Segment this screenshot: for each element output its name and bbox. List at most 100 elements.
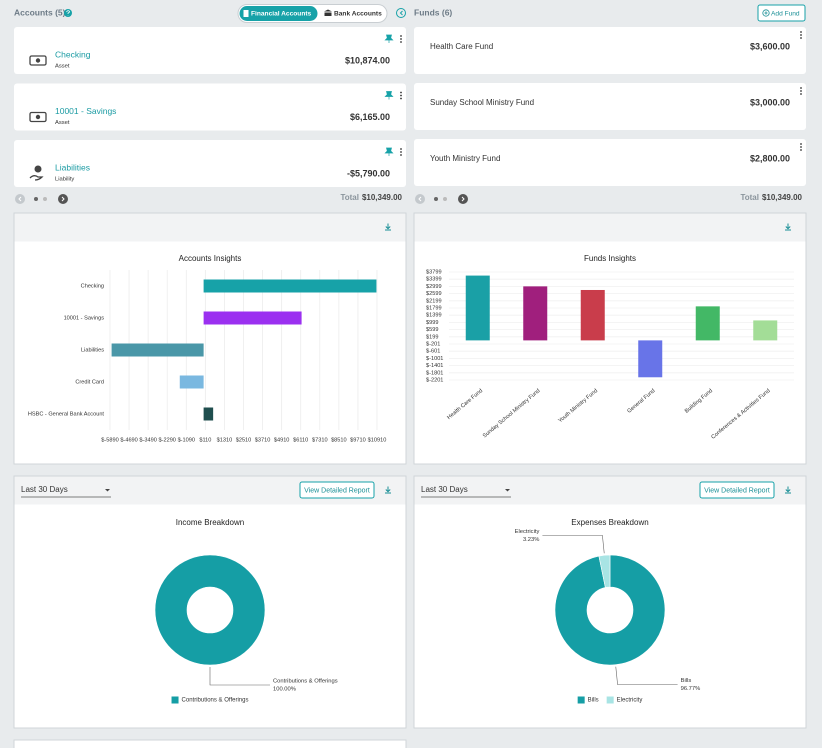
pin-icon[interactable] (384, 147, 394, 156)
menu-dot[interactable] (800, 93, 802, 95)
menu-dot[interactable] (800, 146, 802, 148)
liability-hand (29, 175, 44, 181)
download-icon[interactable] (785, 223, 791, 231)
add-fund-label[interactable]: Add Fund (771, 10, 800, 17)
fund-card[interactable] (414, 83, 806, 130)
x-tick-label: $8510 (331, 437, 347, 443)
fund-card[interactable] (414, 27, 806, 74)
doc-icon (243, 10, 249, 17)
y-tick-label: Credit Card (75, 379, 104, 385)
collapse-button[interactable] (396, 8, 406, 18)
legend-label[interactable]: Contributions & Offerings (182, 698, 249, 704)
menu-dot[interactable] (800, 149, 802, 151)
x-tick-label: $9710 (350, 437, 366, 443)
prev-page[interactable] (15, 194, 25, 204)
collapse-chevron (399, 10, 403, 16)
report-button-label[interactable]: View Detailed Report (304, 487, 370, 494)
menu-dot[interactable] (400, 148, 402, 150)
next-page[interactable] (458, 194, 468, 204)
menu-dot[interactable] (400, 35, 402, 37)
account-type: Asset (55, 64, 70, 70)
accounts-title: Accounts (5) (14, 7, 66, 17)
menu-dot[interactable] (400, 97, 402, 100)
legend-label[interactable]: Bills (588, 698, 599, 704)
select-caret (505, 489, 510, 492)
legend-swatch[interactable] (606, 696, 614, 704)
account-card[interactable] (14, 83, 406, 131)
bar (638, 340, 663, 378)
account-amount: $10,874.00 (345, 55, 390, 65)
menu-dot[interactable] (800, 31, 802, 33)
report-button[interactable] (299, 481, 375, 499)
menu-dot[interactable] (400, 151, 402, 153)
donut-slice (598, 554, 611, 588)
download-icon[interactable] (385, 486, 391, 494)
x-tick-label: $2510 (236, 437, 252, 443)
fund-card[interactable] (414, 139, 806, 186)
legend-swatch[interactable] (577, 696, 585, 704)
toggle-financial[interactable]: Financial Accounts (251, 10, 312, 17)
add-fund-button[interactable] (757, 4, 806, 22)
y-tick-label: $1399 (426, 313, 442, 319)
next-page[interactable] (58, 194, 68, 204)
period-select[interactable]: Last 30 Days (21, 485, 68, 494)
menu-dot[interactable] (800, 34, 802, 36)
leader-line (209, 667, 270, 686)
next-chevron (461, 196, 465, 202)
x-tick-label: $-3490 (139, 437, 156, 443)
select-caret (105, 489, 110, 492)
menu-dot[interactable] (800, 37, 802, 39)
y-tick-label: $3799 (426, 269, 442, 275)
account-card[interactable] (14, 27, 406, 74)
x-tick-label: $110 (199, 437, 211, 443)
y-tick-label: $-601 (426, 349, 440, 355)
chart-title: Income Breakdown (176, 518, 244, 527)
bar (203, 407, 214, 421)
pin-icon[interactable] (384, 34, 394, 43)
page-dot (43, 197, 47, 201)
pin-icon[interactable] (384, 91, 394, 100)
account-name[interactable]: Checking (55, 49, 91, 59)
download-icon[interactable] (785, 486, 791, 494)
money-icon (29, 111, 47, 123)
download-icon[interactable] (385, 223, 391, 231)
toggle-active[interactable] (239, 6, 318, 21)
period-select[interactable]: Last 30 Days (421, 485, 468, 494)
prev-page[interactable] (415, 194, 425, 204)
slice-label: Contributions & Offerings (273, 679, 338, 685)
legend-swatch[interactable] (171, 696, 179, 704)
account-name[interactable]: Liabilities (55, 162, 90, 172)
slice-value: 100.00% (273, 687, 296, 693)
y-tick-label: Checking (81, 283, 104, 289)
report-button-label[interactable]: View Detailed Report (704, 487, 770, 494)
account-card[interactable] (14, 140, 406, 187)
bar (179, 375, 204, 389)
liability-icon (34, 165, 42, 173)
x-tick-label: $-1090 (178, 437, 195, 443)
total-amount: $10,349.00 (762, 193, 803, 202)
report-button[interactable] (699, 481, 775, 499)
menu-dot[interactable] (400, 38, 402, 40)
toggle-bank[interactable]: Bank Accounts (334, 10, 382, 17)
menu-dot[interactable] (400, 154, 402, 156)
menu-dot[interactable] (800, 90, 802, 92)
bar (111, 343, 204, 357)
x-tick-label: $-5890 (101, 437, 118, 443)
menu-dot[interactable] (400, 94, 402, 97)
page-dot (34, 197, 38, 201)
menu-dot[interactable] (400, 41, 402, 43)
menu-dot[interactable] (800, 87, 802, 89)
legend-label[interactable]: Electricity (617, 698, 643, 704)
add-icon (762, 9, 770, 17)
menu-dot[interactable] (400, 91, 402, 94)
menu-dot[interactable] (800, 143, 802, 145)
bar (203, 279, 377, 293)
account-name[interactable]: 10001 - Savings (55, 106, 116, 116)
x-tick-label: $1310 (217, 437, 233, 443)
prev-chevron (18, 196, 22, 202)
x-tick-label: $-4690 (120, 437, 137, 443)
y-tick-label: $2199 (426, 298, 442, 304)
y-tick-label: $2999 (426, 284, 442, 290)
fund-name: Sunday School Ministry Fund (430, 98, 534, 107)
